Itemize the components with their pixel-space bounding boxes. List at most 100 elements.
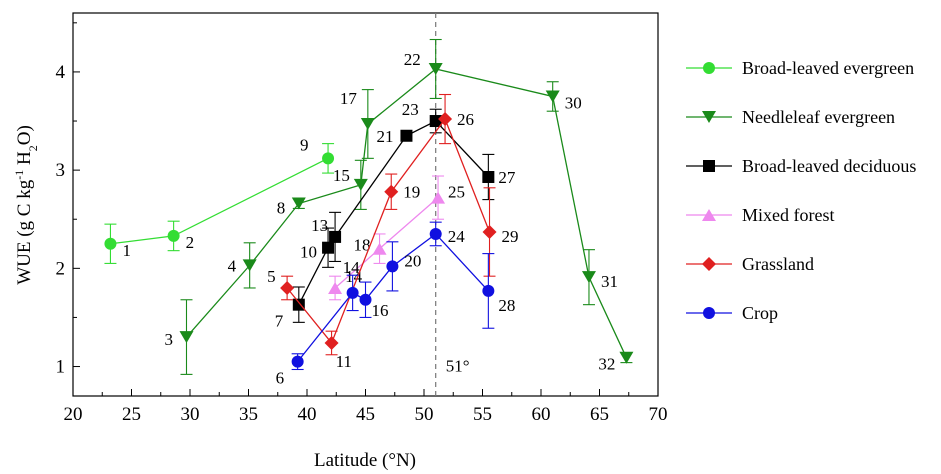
y-tick-label: 2 (56, 258, 66, 279)
data-point (703, 307, 715, 319)
point-label: 26 (457, 110, 474, 129)
plot-frame (72, 12, 659, 397)
series-broad-leaved-deciduous: 7 10 13 21 23 27 (275, 100, 516, 331)
data-point (703, 160, 715, 172)
point-label: 13 (311, 216, 328, 235)
legend-item: Broad-leaved deciduous (686, 156, 916, 176)
series-crop: 6 14 16 20 24 28 (276, 221, 515, 388)
y-tick-label: 4 (56, 62, 66, 83)
data-point (619, 351, 634, 364)
legend-item: Mixed forest (686, 205, 834, 225)
point-label: 22 (404, 50, 421, 69)
y-tick-label: 1 (56, 357, 66, 378)
point-label: 14 (345, 267, 363, 286)
point-label: 15 (333, 166, 350, 185)
data-point (359, 293, 372, 306)
data-point (360, 117, 375, 130)
legend-item: Grassland (686, 254, 814, 274)
data-point (167, 229, 180, 242)
data-point (702, 111, 716, 123)
point-label: 19 (403, 183, 420, 202)
data-point (384, 184, 399, 199)
point-label: 2 (186, 233, 195, 252)
point-label: 5 (267, 267, 276, 286)
point-label: 14 (343, 258, 361, 277)
y-tick-label: 3 (56, 160, 66, 181)
legend-label: Needleleaf evergreen (742, 107, 895, 127)
data-point (431, 191, 446, 204)
x-tick-label: 65 (590, 404, 609, 425)
data-point (428, 62, 443, 75)
x-tick-label: 40 (298, 404, 317, 425)
x-tick-label: 70 (649, 404, 668, 425)
data-point (372, 242, 387, 255)
legend-item: Needleleaf evergreen (686, 107, 895, 127)
data-point (429, 115, 442, 128)
legend-item: Crop (686, 303, 778, 323)
series-needleleaf-evergreen: 3 4 8 15 17 22 30 31 32 (164, 38, 634, 375)
data-point (328, 281, 343, 294)
legend-label: Broad-leaved deciduous (742, 156, 916, 176)
point-label: 16 (372, 301, 389, 320)
data-point (703, 62, 715, 74)
point-label: 23 (402, 100, 419, 119)
point-label: 31 (601, 272, 618, 291)
x-axis-label: Latitude (°N) (314, 450, 416, 471)
data-point (322, 152, 335, 165)
series-line (298, 120, 489, 305)
x-tick-label: 35 (239, 404, 258, 425)
point-label: 18 (354, 236, 371, 255)
point-label: 1 (122, 241, 131, 260)
data-point (400, 129, 413, 142)
data-point (482, 171, 495, 184)
point-label: 10 (300, 243, 317, 262)
point-label: 17 (340, 89, 358, 108)
data-point (545, 90, 560, 103)
y-axis-label: WUE (g C kg-1 H2O) (12, 125, 40, 285)
point-label: 25 (448, 183, 465, 202)
point-label: 30 (565, 93, 582, 112)
legend-label: Broad-leaved evergreen (742, 58, 914, 78)
x-tick-label: 50 (415, 404, 434, 425)
data-point (482, 224, 497, 239)
point-label: 21 (376, 127, 393, 146)
series-grassland: 5 11 19 26 29 (267, 93, 519, 371)
data-point (292, 298, 305, 311)
point-label: 24 (448, 227, 466, 246)
series-broad-leaved-evergreen: 1 2 9 (104, 135, 335, 264)
x-tick-label: 55 (473, 404, 492, 425)
data-point (242, 259, 257, 272)
x-tick-label: 30 (181, 404, 200, 425)
series-mixed-forest: 14 18 25 (328, 175, 465, 301)
data-point (324, 335, 339, 350)
data-point (329, 230, 342, 243)
point-label: 32 (598, 355, 615, 374)
x-tick-label: 20 (64, 404, 83, 425)
point-label: 6 (276, 369, 285, 388)
data-point (280, 280, 295, 295)
point-label: 4 (228, 256, 237, 275)
point-label: 29 (502, 227, 519, 246)
legend-item: Broad-leaved evergreen (686, 58, 914, 78)
data-point (346, 286, 359, 299)
data-point (179, 331, 194, 344)
x-tick-label: 45 (356, 404, 375, 425)
data-point (581, 271, 596, 284)
x-tick-label: 60 (532, 404, 551, 425)
data-point (429, 227, 442, 240)
point-label: 11 (336, 352, 352, 371)
data-point (322, 241, 335, 254)
data-point (353, 178, 368, 191)
legend-label: Grassland (742, 254, 814, 274)
data-point (291, 197, 306, 210)
data-point (482, 284, 495, 297)
point-label: 8 (277, 199, 286, 218)
data-point (386, 260, 399, 273)
legend-label: Mixed forest (742, 205, 834, 225)
series-line (297, 233, 489, 363)
data-point (104, 237, 117, 250)
data-point (291, 355, 304, 368)
point-label: 9 (300, 135, 309, 154)
